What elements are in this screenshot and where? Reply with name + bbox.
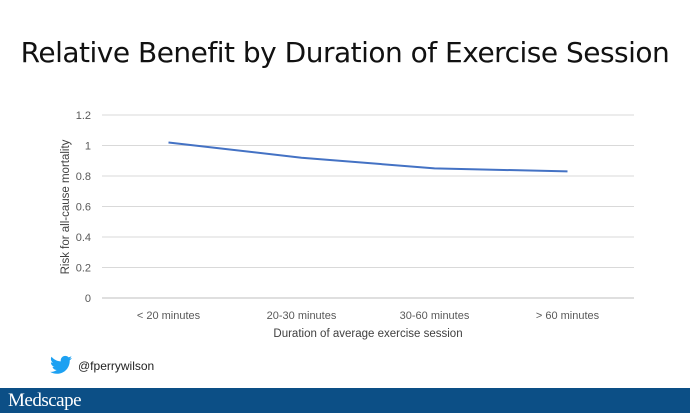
- y-tick-label: 0.4: [76, 232, 91, 244]
- twitter-bird-icon: [50, 355, 72, 374]
- medscape-logo: Medscape: [8, 390, 82, 411]
- y-tick-label: 0.2: [76, 263, 91, 275]
- y-tick-label: 0.8: [76, 171, 91, 183]
- y-tick-label: 1: [85, 141, 91, 153]
- footer-bar: Medscape: [0, 388, 690, 413]
- line-chart: 0 0.2 0.4 0.6 0.8 1 1.2 < 20 minutes 20-30 minu…: [60, 110, 634, 340]
- x-tick-label: 30-60 minutes: [400, 310, 470, 322]
- y-tick-label: 0: [85, 293, 91, 305]
- chart-title: Relative Benefit by Duration of Exercise…: [20, 36, 670, 69]
- x-tick-label: < 20 minutes: [137, 310, 201, 322]
- series-lines: [168, 141, 568, 173]
- x-tick-labels: < 20 minutes 20-30 minutes 30-60 minutes > …: [137, 310, 600, 322]
- x-tick-label: 20-30 minutes: [267, 310, 337, 322]
- y-tick-label: 1.2: [76, 110, 91, 122]
- x-tick-label: > 60 minutes: [536, 310, 600, 322]
- series-line: [168, 141, 568, 173]
- y-tick-labels: 0 0.2 0.4 0.6 0.8 1 1.2: [76, 110, 91, 305]
- y-axis-title: Risk for all-cause mortality: [60, 139, 72, 274]
- y-tick-label: 0.6: [76, 202, 91, 214]
- twitter-handle: @fperrywilson: [78, 359, 155, 373]
- gridlines: [102, 114, 634, 299]
- x-axis-title: Duration of average exercise session: [273, 328, 462, 340]
